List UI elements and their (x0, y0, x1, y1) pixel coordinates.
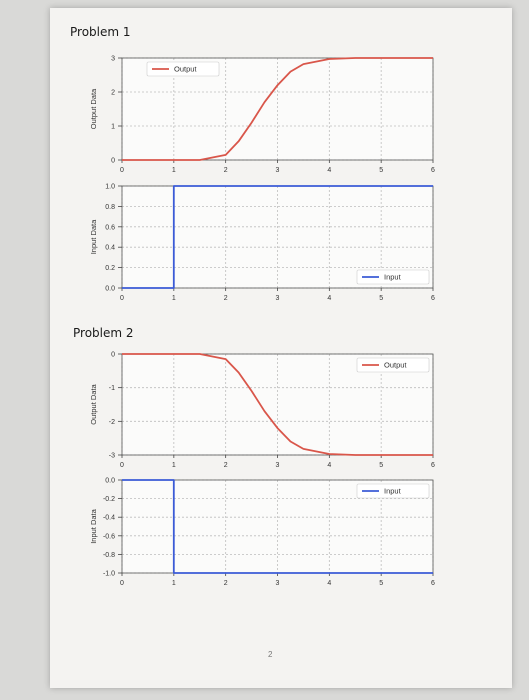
problem-1-output-xtick-label: 6 (431, 167, 435, 174)
problem-2-input-ylabel: Input Data (89, 508, 98, 543)
problem-2-input-ytick-label: -0.6 (103, 533, 115, 540)
problem-1-output-xtick-label: 5 (379, 167, 383, 174)
problem-1-output-legend: Output (146, 61, 220, 77)
problem-2-output-legend-box (356, 357, 430, 373)
problem-2-input-xtick-label: 6 (431, 580, 435, 587)
problem-2-output-ylabel: Output Data (89, 383, 98, 424)
problem-2-output-xtick-label: 4 (327, 462, 331, 469)
problem-1-output-legend-label: Output (174, 65, 197, 74)
problem-2-output-xtick-label: 0 (120, 462, 124, 469)
problem-1-output-ytick-label: 3 (111, 56, 115, 63)
problem-2-input-chart: -1.0 -0.8 -0.6 -0.4 -0.2 0.0 0 1 2 3 4 5 6 Input Data… (89, 478, 435, 588)
problem-2-output-ytick-label: -3 (109, 453, 115, 460)
problem-2-input-legend: Input (356, 483, 430, 499)
problem-1-output-chart: 0 1 2 3 0 1 2 3 4 5 6 Output Data Output (89, 56, 435, 175)
problem-2-input-ytick-label: -0.8 (103, 552, 115, 559)
page-number: 2 (268, 650, 273, 659)
problem-1-input-ytick-label: 0.2 (105, 265, 115, 272)
problem-2-input-xtick-label: 3 (276, 580, 280, 587)
problem-2-input-xtick-label: 1 (172, 580, 176, 587)
problem-1-input-legend-label: Input (384, 273, 402, 282)
problem-1-input-xtick-label: 5 (379, 295, 383, 302)
problem-1-title: Problem 1 (70, 25, 131, 39)
problem-2-output-ytick-label: -2 (109, 419, 115, 426)
problem-2-input-xtick-label: 2 (224, 580, 228, 587)
problem-1-output-ytick-label: 1 (111, 124, 115, 131)
problem-1-input-ytick-label: 0.0 (105, 286, 115, 293)
problem-2-output-ytick-label: 0 (111, 352, 115, 359)
problem-1-input-chart: 0.0 0.2 0.4 0.6 0.8 1.0 0 1 2 3 4 5 6 Input Data Input (89, 184, 435, 303)
problem-2-title: Problem 2 (73, 326, 134, 340)
problem-1-output-xtick-label: 3 (276, 167, 280, 174)
problem-2-input-series-line (122, 479, 433, 574)
problem-2-output-series-line (122, 353, 433, 456)
problem-1-output-series-line (122, 57, 433, 161)
problem-2-output-ytick-label: -1 (109, 385, 115, 392)
problem-1-output-xtick-label: 1 (172, 167, 176, 174)
problem-1-input-xtick-label: 0 (120, 295, 124, 302)
problem-1-output-ytick-label: 0 (111, 158, 115, 165)
problem-2-input-ytick-label: -0.2 (103, 496, 115, 503)
problem-1-input-xtick-label: 6 (431, 295, 435, 302)
problem-1-output-ytick-label: 2 (111, 90, 115, 97)
problem-1-input-series-line (122, 185, 433, 289)
problem-1-input-xtick-label: 4 (327, 295, 331, 302)
problem-1-input-xtick-label: 3 (276, 295, 280, 302)
problem-1-output-xtick-label: 4 (327, 167, 331, 174)
problem-2-output-xtick-label: 1 (172, 462, 176, 469)
problem-2-output-xtick-label: 3 (276, 462, 280, 469)
problem-1-input-ytick-label: 0.4 (105, 245, 115, 252)
problem-2-output-xtick-label: 2 (224, 462, 228, 469)
problem-2-input-ytick-label: -0.4 (103, 515, 115, 522)
problem-2-output-chart: -3 -2 -1 0 0 1 2 3 4 5 6 Output Data Output (89, 352, 435, 470)
problem-1-input-legend: Input (356, 269, 430, 285)
problem-1-input-xtick-label: 1 (172, 295, 176, 302)
problem-2-input-legend-label: Input (384, 487, 402, 496)
problem-2-input-ytick-label: -1.0 (103, 571, 115, 578)
problem-2-input-xtick-label: 0 (120, 580, 124, 587)
problem-1-input-ytick-label: 0.6 (105, 224, 115, 231)
problem-1-input-legend-box (356, 269, 430, 285)
problem-2-input-legend-box (356, 483, 430, 499)
problem-1-input-xtick-label: 2 (224, 295, 228, 302)
problem-1-output-ylabel: Output Data (89, 88, 98, 129)
problem-2-output-legend-label: Output (384, 361, 407, 370)
problem-2-output-xtick-label: 5 (379, 462, 383, 469)
problem-1-output-legend-box (146, 61, 220, 77)
problem-2-input-xtick-label: 5 (379, 580, 383, 587)
problem-1-output-xtick-label: 0 (120, 167, 124, 174)
problem-2-input-xtick-label: 4 (327, 580, 331, 587)
problem-1-output-xtick-label: 2 (224, 167, 228, 174)
problem-2-input-ytick-label: 0.0 (105, 478, 115, 485)
problem-2-output-xtick-label: 6 (431, 462, 435, 469)
problem-2-output-legend: Output (356, 357, 430, 373)
problem-1-input-ylabel: Input Data (89, 219, 98, 254)
problem-1-input-ytick-label: 1.0 (105, 184, 115, 191)
problem-1-input-ytick-label: 0.8 (105, 204, 115, 211)
